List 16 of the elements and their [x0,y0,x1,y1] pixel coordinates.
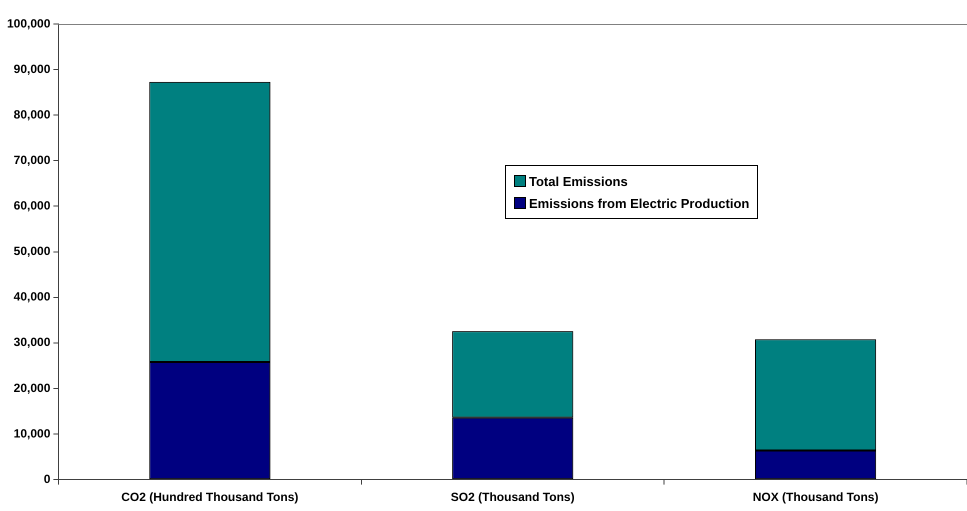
y-tick-label: 60,000 [14,198,51,213]
x-tick-label: NOX (Thousand Tons) [752,490,878,504]
y-tick-label: 50,000 [14,244,51,258]
y-tick-label: 30,000 [14,335,51,350]
y-tick-label: 10,000 [14,426,51,440]
x-tick-label: CO2 (Hundred Thousand Tons) [121,490,298,504]
y-tick-label: 0 [44,472,51,486]
y-tick-label: 80,000 [14,107,51,122]
y-tick-label: 20,000 [14,380,51,395]
y-tick-label: 40,000 [14,290,51,304]
legend-label: Total Emissions [529,174,628,188]
y-tick-label: 70,000 [14,152,51,167]
y-tick-label: 100,000 [6,16,51,30]
y-tick-label: 90,000 [14,62,51,76]
x-tick-label: SO2 (Thousand Tons) [450,490,575,504]
legend-label: Emissions from Electric Production [529,196,750,210]
